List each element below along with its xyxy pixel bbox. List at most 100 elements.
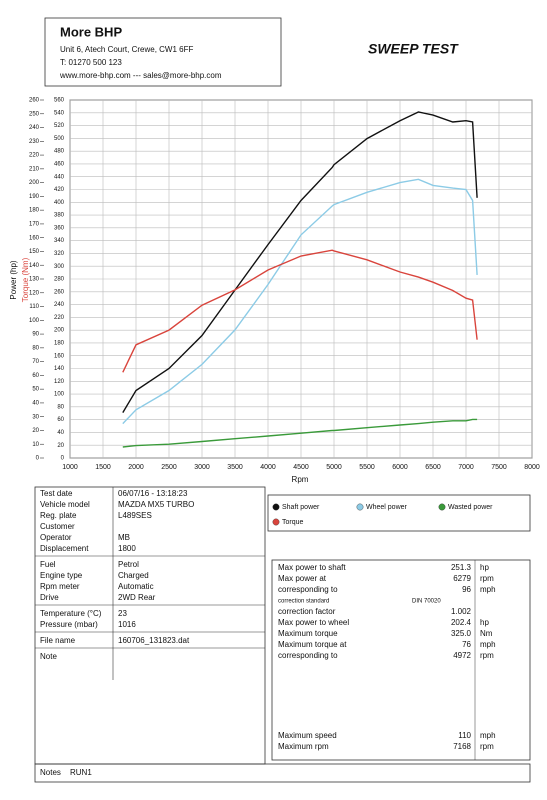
y2-tick-label: 400 <box>54 200 65 206</box>
x-tick-label: 6000 <box>392 464 408 471</box>
result-value: 251.3 <box>451 563 472 572</box>
y2-tick-label: 0 <box>61 456 65 462</box>
y2-tick-label: 200 <box>54 328 65 334</box>
y2-axis-title: Torque (Nm) <box>21 257 30 302</box>
web: www.more-bhp.com --- sales@more-bhp.com <box>59 71 222 80</box>
info-label: Pressure (mbar) <box>40 620 98 629</box>
title: SWEEP TEST <box>368 41 459 57</box>
y-tick-label: 80 <box>32 345 39 351</box>
info-value: 23 <box>118 609 127 618</box>
result-unit: rpm <box>480 742 494 751</box>
y-tick-label: 50 <box>32 387 39 393</box>
result-label: Maximum torque at <box>278 640 347 649</box>
y-tick-label: 150 <box>29 249 40 255</box>
info-label: Temperature (°C) <box>40 609 102 618</box>
y-tick-label: 260 <box>29 98 40 104</box>
legend-swatch <box>272 503 280 511</box>
y2-tick-label: 220 <box>54 315 65 321</box>
y-axis-title: Power (hp) <box>9 260 18 299</box>
y-tick-label: 220 <box>29 153 40 159</box>
result-value: 4972 <box>453 651 471 660</box>
info-value: 2WD Rear <box>118 593 156 602</box>
x-tick-label: 2500 <box>161 464 177 471</box>
legend-label: Torque <box>282 519 304 526</box>
result-label: Max power to wheel <box>278 618 349 627</box>
result-unit: mph <box>480 731 496 740</box>
x-tick-label: 5000 <box>326 464 342 471</box>
y-tick-label: 130 <box>29 277 40 283</box>
info-value: 06/07/16 - 13:18:23 <box>118 489 188 498</box>
y2-tick-label: 540 <box>54 110 65 116</box>
y-tick-label: 70 <box>32 359 39 365</box>
y2-tick-label: 460 <box>54 162 65 168</box>
y2-tick-label: 260 <box>54 289 65 295</box>
y-tick-label: 240 <box>29 125 40 131</box>
result-label: Maximum speed <box>278 731 337 740</box>
info-label: Engine type <box>40 571 83 580</box>
y-tick-label: 0 <box>36 456 40 462</box>
x-tick-label: 3000 <box>194 464 210 471</box>
series-line <box>122 111 478 413</box>
y2-tick-label: 140 <box>54 366 65 372</box>
info-label: Displacement <box>40 544 89 553</box>
address: Unit 6, Atech Court, Crewe, CW1 6FF <box>60 45 193 54</box>
series-line <box>122 249 478 373</box>
series-line <box>122 178 478 425</box>
info-value: Charged <box>118 571 149 580</box>
y2-tick-label: 560 <box>54 98 65 104</box>
result-label: correction factor <box>278 607 336 616</box>
y2-tick-label: 420 <box>54 187 65 193</box>
x-tick-label: 5500 <box>359 464 375 471</box>
info-label: Test date <box>40 489 73 498</box>
y-tick-label: 160 <box>29 235 40 241</box>
info-label: Note <box>40 652 57 661</box>
legend-swatch <box>438 503 446 511</box>
y-tick-label: 30 <box>32 414 39 420</box>
header-box <box>44 17 282 87</box>
y2-tick-label: 120 <box>54 379 65 385</box>
x-axis-title: Rpm <box>292 475 309 484</box>
y2-tick-label: 240 <box>54 302 65 308</box>
legend-label: Wasted power <box>448 504 493 511</box>
info-value: Automatic <box>118 582 154 591</box>
legend-label: Shaft power <box>282 504 320 511</box>
result-unit: mph <box>480 585 496 594</box>
y2-tick-label: 60 <box>57 417 64 423</box>
result-unit: hp <box>480 618 489 627</box>
info-value: MAZDA MX5 TURBO <box>118 500 194 509</box>
result-label: corresponding to <box>278 651 338 660</box>
x-tick-label: 1500 <box>95 464 111 471</box>
notes: RUN1 <box>70 768 92 777</box>
legend-box <box>267 494 531 532</box>
result-value: 110 <box>458 731 471 740</box>
x-tick-label: 3500 <box>227 464 243 471</box>
y-tick-label: 60 <box>32 373 39 379</box>
y2-tick-label: 440 <box>54 174 65 180</box>
result-value: 6279 <box>453 574 471 583</box>
y2-tick-label: 520 <box>54 123 65 129</box>
x-tick-label: 4000 <box>260 464 276 471</box>
y2-tick-label: 100 <box>54 392 65 398</box>
y-tick-label: 90 <box>32 332 39 338</box>
notes-label: Notes <box>40 768 61 777</box>
info-label: Rpm meter <box>40 582 80 591</box>
result-label: corresponding to <box>278 585 338 594</box>
info-value: MB <box>118 533 130 542</box>
info-label: Operator <box>40 533 72 542</box>
result-label: Max power at <box>278 574 327 583</box>
x-tick-label: 2000 <box>128 464 144 471</box>
y-tick-label: 210 <box>29 166 40 172</box>
legend-swatch <box>356 503 364 511</box>
x-tick-label: 7500 <box>491 464 507 471</box>
results-box <box>271 559 531 761</box>
result-label: Maximum torque <box>278 629 338 638</box>
result-value: 7168 <box>453 742 471 751</box>
y-tick-label: 190 <box>29 194 40 200</box>
info-value: 1800 <box>118 544 136 553</box>
y-tick-label: 120 <box>29 290 40 296</box>
x-tick-label: 1000 <box>62 464 78 471</box>
x-tick-label: 6500 <box>425 464 441 471</box>
y2-tick-label: 380 <box>54 213 65 219</box>
y2-tick-label: 160 <box>54 353 65 359</box>
